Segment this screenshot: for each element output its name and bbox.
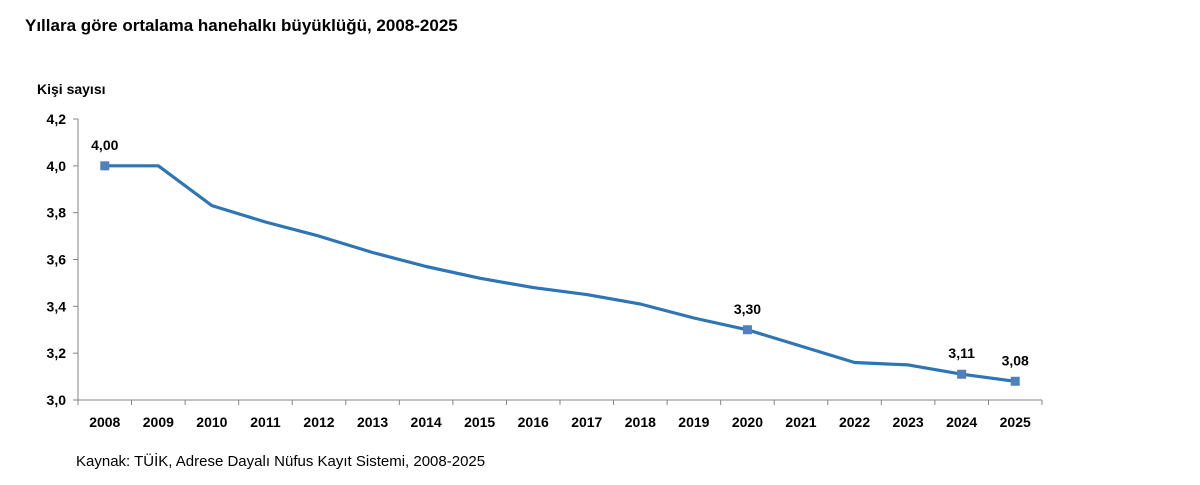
x-tick-label: 2024 <box>946 414 977 430</box>
x-tick-label: 2011 <box>250 414 281 430</box>
x-tick-label: 2016 <box>518 414 549 430</box>
y-tick-label: 3,0 <box>47 392 67 408</box>
y-tick-labels: 3,0 3,2 3,4 3,6 3,8 4,0 4,2 <box>47 111 67 408</box>
x-tick-label: 2012 <box>303 414 334 430</box>
data-markers <box>100 161 1020 386</box>
y-tick-label: 4,2 <box>47 111 67 127</box>
data-labels: 4,00 3,30 3,11 3,08 <box>91 137 1029 368</box>
data-label: 3,30 <box>734 301 761 317</box>
y-axis-label: Kişi sayısı <box>37 81 106 97</box>
x-tick-label: 2013 <box>357 414 388 430</box>
line-chart: Kişi sayısı 3,03,23,43,63,84,04,2 2008 20… <box>37 81 1043 430</box>
x-tick-label: 2025 <box>1000 414 1031 430</box>
data-point-marker <box>1010 376 1020 386</box>
y-tick-label: 3,2 <box>47 345 67 361</box>
data-point-marker <box>957 369 967 379</box>
data-label: 3,08 <box>1002 352 1029 368</box>
data-point-marker <box>100 161 110 171</box>
x-tick-label: 2019 <box>678 414 709 430</box>
x-tick-label: 2018 <box>625 414 656 430</box>
x-tick-label: 2010 <box>196 414 227 430</box>
x-tick-label: 2009 <box>143 414 174 430</box>
x-tick-label: 2008 <box>89 414 120 430</box>
x-tick-label: 2021 <box>785 414 816 430</box>
x-tick-label: 2014 <box>411 414 442 430</box>
x-tick-label: 2022 <box>839 414 870 430</box>
y-tick-label: 3,8 <box>47 205 67 221</box>
data-point-marker <box>742 325 752 335</box>
data-label: 4,00 <box>91 137 118 153</box>
x-tick-label: 2023 <box>893 414 924 430</box>
data-label: 3,11 <box>948 345 975 361</box>
x-tick-label: 2017 <box>571 414 602 430</box>
x-tick-label: 2015 <box>464 414 495 430</box>
y-tick-label: 3,4 <box>47 298 67 314</box>
series-polyline <box>103 164 1017 383</box>
source-note: Kaynak: TÜİK, Adrese Dayalı Nüfus Kayıt … <box>76 453 486 470</box>
chart-title: Yıllara göre ortalama hanehalkı büyüklüğ… <box>25 16 458 35</box>
chart-axes <box>73 118 1043 405</box>
y-tick-label: 3,6 <box>47 252 67 268</box>
series-line <box>103 164 1017 383</box>
x-tick-labels: 2008 2009 2010 2011 2012 2013 2014 2015 2016 2017… <box>89 414 1031 430</box>
x-tick-label: 2020 <box>732 414 763 430</box>
y-tick-label: 4,0 <box>47 158 67 174</box>
